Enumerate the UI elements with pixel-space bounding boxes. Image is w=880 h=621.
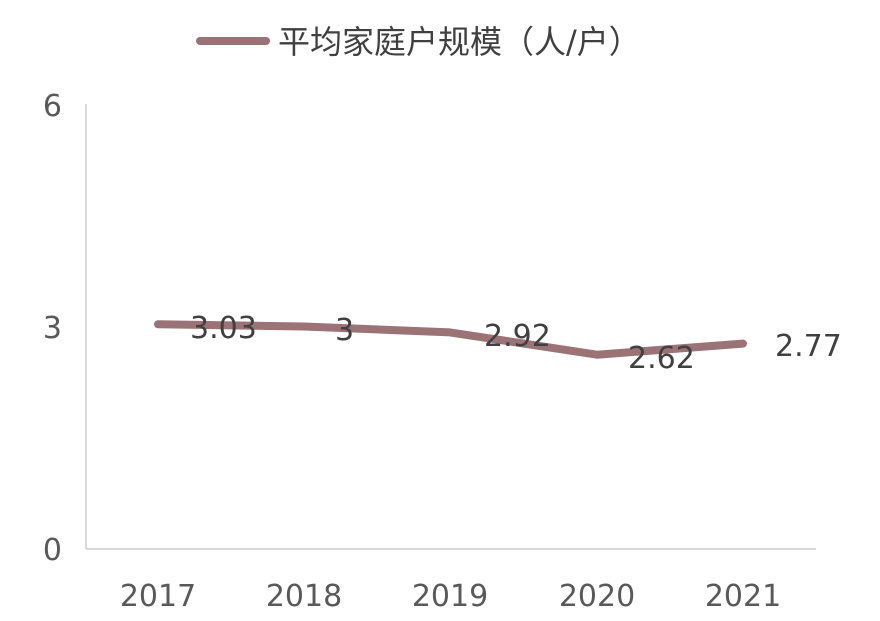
x-tick-label: 2021 bbox=[705, 579, 781, 614]
x-ticks: 2017 2018 2019 2020 2021 bbox=[120, 579, 781, 614]
y-tick-label: 3 bbox=[43, 311, 62, 346]
series-line bbox=[154, 320, 747, 359]
x-tick-label: 2020 bbox=[559, 579, 635, 614]
x-tick-label: 2018 bbox=[266, 579, 342, 614]
data-labels: 3.03 3 2.92 2.62 2.77 bbox=[190, 311, 842, 376]
legend-label: 平均家庭户规模（人/户） bbox=[278, 23, 641, 61]
data-label: 3.03 bbox=[190, 311, 257, 346]
data-label: 2.77 bbox=[775, 329, 842, 364]
data-label: 2.92 bbox=[484, 319, 551, 354]
x-tick-label: 2017 bbox=[120, 579, 196, 614]
data-label: 3 bbox=[335, 313, 354, 348]
y-tick-label: 6 bbox=[43, 89, 62, 124]
legend: 平均家庭户规模（人/户） bbox=[196, 23, 641, 61]
y-ticks: 0 3 6 bbox=[43, 89, 62, 568]
x-tick-label: 2019 bbox=[412, 579, 488, 614]
y-tick-label: 0 bbox=[43, 533, 62, 568]
data-label: 2.62 bbox=[628, 341, 695, 376]
